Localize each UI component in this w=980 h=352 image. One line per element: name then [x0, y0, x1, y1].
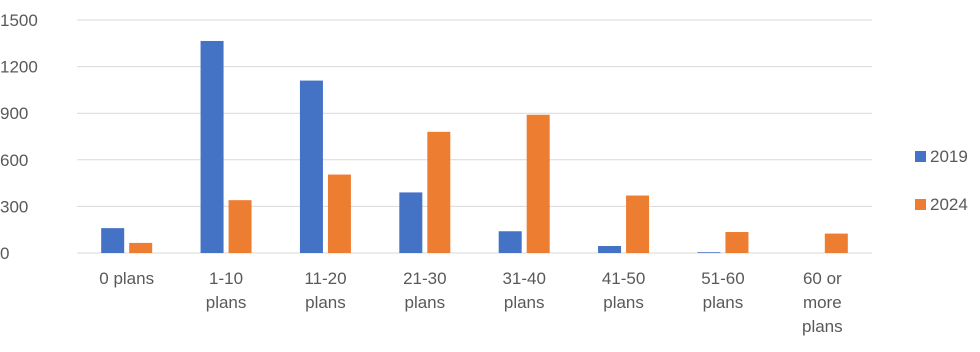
bar-2024-1 [228, 200, 252, 253]
x-category-label: 11-20 [304, 269, 346, 288]
bar-2024-7 [824, 233, 848, 253]
bar-2024-2 [327, 174, 351, 253]
bar-2019-1 [200, 40, 224, 253]
bar-2024-5 [626, 195, 650, 253]
gridlines [77, 19, 872, 254]
bar-2019-0 [101, 228, 125, 253]
x-category-label: plans [206, 293, 247, 312]
bar-2024-6 [725, 232, 749, 253]
y-tick-label: 600 [0, 151, 28, 170]
bar-2024-0 [129, 242, 153, 253]
bar-2019-3 [399, 192, 423, 253]
bar-2019-5 [598, 246, 622, 253]
legend-swatch-2019 [915, 151, 926, 162]
legend-label-2024: 2024 [930, 195, 968, 214]
x-category-label: 31-40 [502, 269, 545, 288]
x-category-label: 21-30 [403, 269, 446, 288]
x-category-label: plans [703, 293, 744, 312]
x-axis-category-labels: 0 plans 1-10 plans 11-20 plans 21-30 plans 31-4… [99, 269, 842, 336]
y-tick-label: 300 [0, 197, 28, 216]
x-category-label: 51-60 [701, 269, 744, 288]
x-category-label: 0 plans [99, 269, 154, 288]
legend: 2019 2024 [915, 147, 968, 214]
x-category-label: plans [504, 293, 545, 312]
x-category-label: plans [603, 293, 644, 312]
x-category-label: 1-10 [209, 269, 243, 288]
bar-2019-6 [697, 252, 721, 253]
y-tick-label: 1500 [0, 11, 38, 30]
legend-swatch-2024 [915, 199, 926, 210]
x-category-label: plans [404, 293, 445, 312]
x-category-label: plans [802, 317, 843, 336]
bar-2019-4 [498, 231, 522, 253]
x-category-label: plans [305, 293, 346, 312]
y-tick-label: 0 [0, 244, 9, 263]
bar-2024-3 [427, 131, 451, 253]
legend-label-2019: 2019 [930, 147, 968, 166]
x-category-label: 41-50 [602, 269, 645, 288]
x-category-label: 60 or [803, 269, 842, 288]
y-tick-label: 1200 [0, 58, 38, 77]
y-axis-tick-labels: 0 300 600 900 1200 1500 [0, 11, 38, 263]
bar-2019-2 [299, 80, 323, 253]
x-category-label: more [803, 293, 842, 312]
bar-2024-4 [526, 114, 550, 254]
bars [101, 40, 848, 254]
y-tick-label: 900 [0, 104, 28, 123]
